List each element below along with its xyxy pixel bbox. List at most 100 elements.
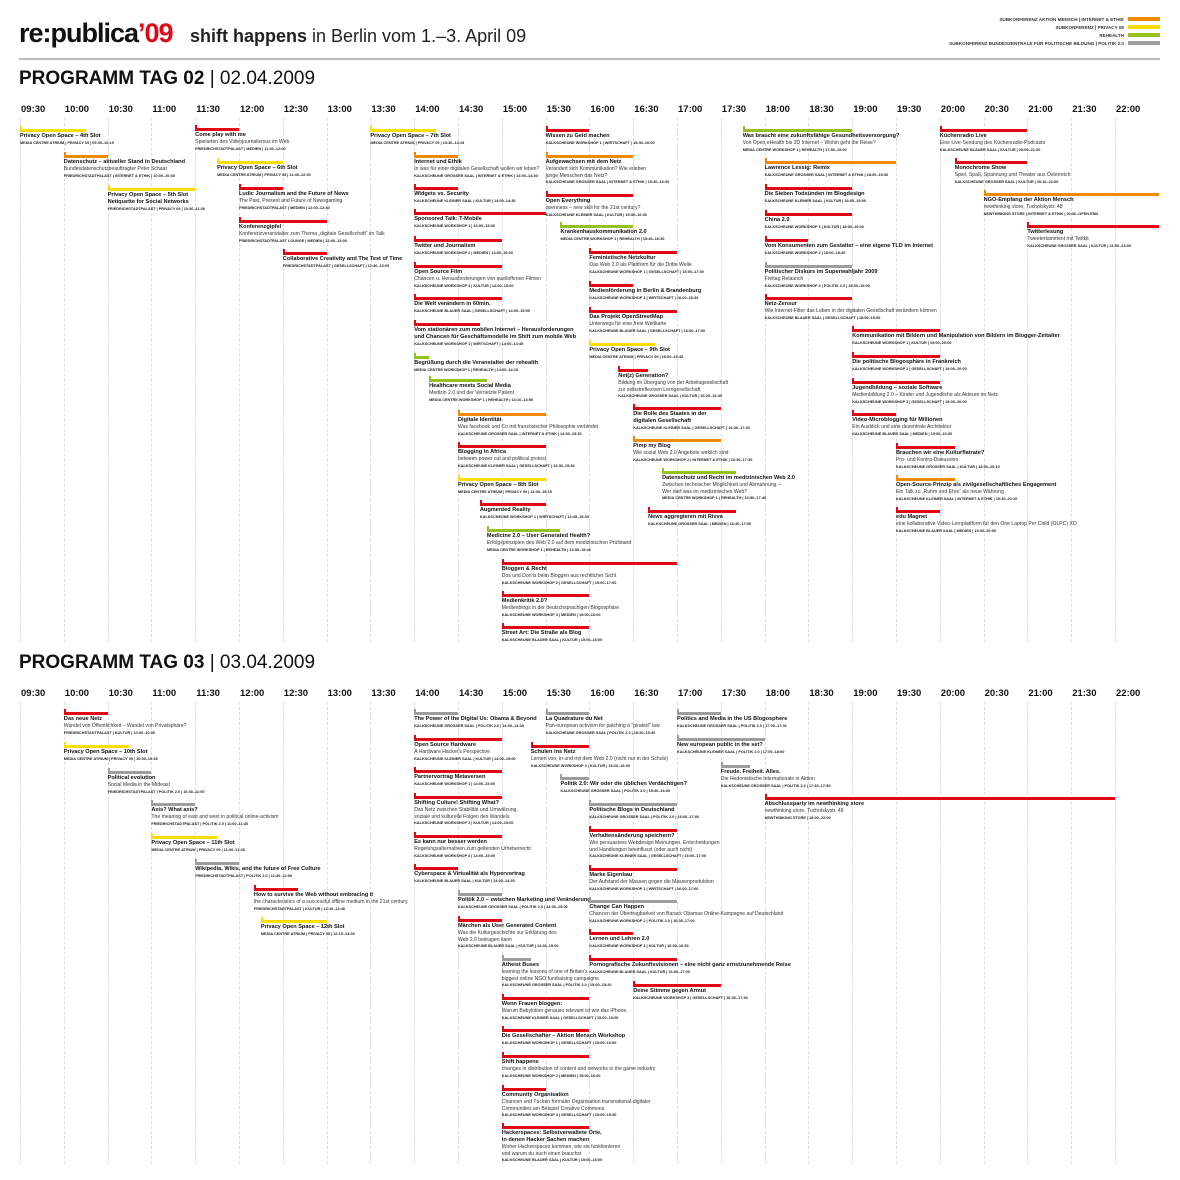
bar-start-marker bbox=[852, 410, 855, 416]
session[interactable]: Kommunikation mit Bildern und Manipulati… bbox=[852, 326, 1060, 346]
session[interactable]: Begrüßung durch die Veranstalter der reh… bbox=[414, 353, 538, 373]
session[interactable]: Privacy Open Space – 4th Slot MEDIA CENTR… bbox=[20, 126, 114, 146]
session[interactable]: Privacy Open Space – 7th Slot MEDIA CENTR… bbox=[370, 126, 464, 146]
session[interactable]: Politik 2.0: Wir oder die üblichen Verdä… bbox=[560, 774, 687, 794]
session[interactable]: Vom stationären zum mobilen Internet – H… bbox=[414, 320, 576, 347]
session[interactable]: Konferenzgipfel Konferenzveranstalter zum… bbox=[239, 217, 385, 244]
session[interactable]: Die Rolle des Staates in der digitalen G… bbox=[633, 404, 750, 431]
session[interactable]: Monochrome Show Spiel, Spaß, Spannung und… bbox=[954, 158, 1070, 185]
session[interactable]: Datenschutz – aktueller Stand in Deutsch… bbox=[63, 152, 185, 179]
session[interactable]: Community Organisation Chancen und Tücken… bbox=[501, 1085, 651, 1118]
session[interactable]: Medicine 2.0 – User Generated Health? Erf… bbox=[486, 526, 631, 553]
session[interactable]: Lawrence Lessig: Remix KALKSCHEUNE GROSSE… bbox=[764, 158, 896, 178]
session[interactable]: La Quadrature du Net Pan-european activis… bbox=[545, 709, 660, 736]
session[interactable]: Video-Microblogging für Millionen Ein Aus… bbox=[852, 410, 952, 437]
session[interactable]: Die Gesellschafter – Aktion Mensch Works… bbox=[501, 1026, 625, 1046]
session[interactable]: Privacy Open Space – 6th Slot MEDIA CENTR… bbox=[217, 158, 311, 178]
session[interactable]: edu Magnet eine kollaborative Video-Lernp… bbox=[896, 507, 1077, 534]
session[interactable]: Digitale Identität Was facebook und Co mi… bbox=[458, 410, 598, 437]
session[interactable]: Pimp my Blog Wie sozial Web 2.0 Angebote … bbox=[633, 436, 752, 463]
session[interactable]: Politik 2.0 – zwischen Marketing und Ver… bbox=[458, 890, 591, 910]
session[interactable]: Open-Source-Prinzip als zivilgesellschaf… bbox=[896, 475, 1056, 502]
session[interactable]: Augmented Reality KALKSCHEUNE WORKSHOP 1 … bbox=[479, 500, 589, 520]
time-label: 12:30 bbox=[283, 104, 309, 115]
session[interactable]: Shifting Culture! Shifting What? Das Netz… bbox=[414, 793, 518, 826]
session[interactable]: Schulen ins Netz Lernen von, in und mit d… bbox=[530, 742, 668, 769]
session[interactable]: Küchenradio Live Eine Live-Sendung des Kü… bbox=[939, 126, 1045, 153]
session[interactable]: Medienförderung in Berlin & Brandenburg K… bbox=[589, 281, 701, 301]
session[interactable]: Cyberspace & Virtualität als Hypervortra… bbox=[414, 864, 525, 884]
session[interactable]: China 2.0 KALKSCHEUNE WORKSHOP 1 | KULTUR… bbox=[764, 210, 864, 230]
session[interactable]: Netz-Zensur Wie Internet-Filter das Leben… bbox=[764, 294, 937, 321]
session[interactable]: Die politische Blogosphäre in Frankreich… bbox=[852, 352, 967, 372]
session[interactable]: Internet und Ethik In was für einer digit… bbox=[414, 152, 539, 179]
session[interactable]: Widgets vs. Security KALKSCHEUNE KLEINER … bbox=[414, 184, 516, 204]
time-label: 13:30 bbox=[371, 688, 396, 699]
session[interactable]: Net(z) Generation? Bildung im Übergang vo… bbox=[618, 366, 728, 399]
session[interactable]: Was braucht eine zukunftsfähige Gesundhe… bbox=[742, 126, 899, 153]
session[interactable]: Die Welt verändern in 60min. KALKSCHEUNE … bbox=[414, 294, 530, 314]
session[interactable]: Privacy Open Space – 5th Slot Netiquette… bbox=[107, 185, 205, 212]
session[interactable]: Privacy Open Space – 9th Slot MEDIA CENTR… bbox=[589, 340, 683, 360]
session[interactable]: Open Source Film Chancen u. Herausforderu… bbox=[414, 262, 541, 289]
session[interactable]: Medienkritik 2.0? Medienblogs in der deut… bbox=[501, 591, 619, 618]
session[interactable]: Das Projekt OpenStreetMap Unterwegs für e… bbox=[589, 307, 705, 334]
session[interactable]: Lernen und Lehren 2.0 KALKSCHEUNE WORKSHO… bbox=[589, 929, 689, 949]
session[interactable]: The Power of the Digital Us: Obama & Bey… bbox=[414, 709, 537, 729]
session[interactable]: Healthcare meets Social Media Medizin 2.0… bbox=[429, 376, 533, 403]
session[interactable]: Atheist Buses learning the lessons of one… bbox=[501, 955, 611, 988]
session[interactable]: Wikipedia, Wikis, and the future of Free… bbox=[195, 859, 321, 879]
session[interactable]: Hackerspaces: Selbstverwaltete Orte, in … bbox=[501, 1123, 620, 1163]
session[interactable]: Blogging in Africa between power cut and … bbox=[458, 442, 575, 469]
session[interactable]: Come play with me Spielarten des Videojou… bbox=[195, 125, 289, 152]
session[interactable]: Wenn Frauen bloggen: Warum Babylotion gen… bbox=[501, 994, 628, 1021]
session[interactable]: Jugendbildung – soziale Software Medienbi… bbox=[852, 378, 998, 405]
session[interactable]: Shift happens changes in distribution of … bbox=[501, 1052, 655, 1079]
session[interactable]: NGO-Empfang der Aktion Mensch newthinking… bbox=[983, 190, 1159, 217]
session[interactable]: Vom Konsumenten zum Gestalter – eine eig… bbox=[764, 236, 933, 256]
session[interactable]: Political evolution Social Media in the M… bbox=[107, 768, 205, 795]
bar-line bbox=[589, 803, 677, 806]
session[interactable]: Wissen zu Geld machen KALKSCHEUNE WORKSHO… bbox=[545, 126, 655, 146]
session[interactable]: Bloggen & Recht Dos und Don'ts beim Blogg… bbox=[501, 559, 677, 586]
session[interactable]: Abschlussparty im newthinking store newth… bbox=[764, 794, 1115, 821]
session[interactable]: Deine Stimme gegen Armut KALKSCHEUNE WORK… bbox=[633, 981, 748, 1001]
session[interactable]: New european public in the set? KALKSCHEU… bbox=[677, 735, 784, 755]
session[interactable]: Twitter und Journalism KALKSCHEUNE WORKSH… bbox=[414, 236, 513, 256]
session[interactable]: Street Art: Die Straße als Blog KALKSCHEU… bbox=[501, 623, 602, 643]
session[interactable]: Pornografische Zukunftsvisionen – eine n… bbox=[589, 955, 791, 975]
session[interactable]: Krankenhauskommunikation 2.0 MEDIA CENTRE… bbox=[560, 222, 664, 242]
session[interactable]: Verhaltensänderung speichern? Wie persuas… bbox=[589, 826, 720, 859]
session[interactable]: Privacy Open Space – 12th Slot MEDIA CENT… bbox=[260, 917, 355, 937]
time-label: 10:30 bbox=[108, 104, 133, 115]
session[interactable]: Ludic Journalism and the Future of News T… bbox=[239, 184, 349, 211]
session[interactable]: Sponsored Talk: T-Mobile KALKSCHEUNE WORK… bbox=[414, 209, 546, 229]
session[interactable]: Axis? What axis? The meaning of east and … bbox=[151, 800, 279, 827]
session[interactable]: Privacy Open Space – 8th Slot MEDIA CENTR… bbox=[458, 475, 552, 495]
session[interactable]: Open Everything openness – new skill for … bbox=[545, 191, 647, 218]
bar-line bbox=[63, 745, 130, 748]
session[interactable]: Politischer Diskurs im Superwahljahr 200… bbox=[764, 262, 877, 289]
session[interactable]: Märchen als User Generated Content Was di… bbox=[458, 916, 559, 949]
session-subtitle: Wie sozial Web 2.0 Angebote wirklich sin… bbox=[633, 450, 729, 456]
session[interactable]: Privacy Open Space – 10th Slot MEDIA CENT… bbox=[63, 742, 158, 762]
session[interactable]: Freude. Freiheit. Alles. Die Hedonistisch… bbox=[720, 762, 830, 789]
session[interactable]: News aggregieren mit Rivva KALKSCHEUNE GR… bbox=[648, 507, 751, 527]
session[interactable]: Es kann nur besser werden Regelungsaltern… bbox=[414, 832, 531, 859]
session[interactable]: Das neue Netz Wandel von Öffentlichkeit –… bbox=[63, 709, 187, 736]
session[interactable]: Feministische Netzkultur Das Web 2.0 als … bbox=[589, 248, 704, 275]
session[interactable]: Change Can Happen Chancen der Übertragbar… bbox=[589, 897, 783, 924]
session[interactable]: How to survive the Web without embracing… bbox=[253, 885, 409, 912]
session[interactable]: Collaborative Creativity and The Test of… bbox=[282, 249, 402, 269]
session[interactable]: Open Source Hardware A Hardware Hacker's … bbox=[414, 735, 516, 762]
session[interactable]: Politics and Media in the US Blogosphere… bbox=[677, 709, 787, 729]
session[interactable]: Aufgewachsen mit dem Netz Verändert sich … bbox=[545, 152, 669, 185]
session[interactable]: Politische Blogs in Deutschland KALKSCHEU… bbox=[589, 800, 699, 820]
session[interactable]: Partnervortrag Metaversen KALKSCHEUNE WOR… bbox=[414, 767, 502, 787]
session[interactable]: Die Sieben Todsünden im Blogdesign KALKSC… bbox=[764, 184, 866, 204]
session[interactable]: Marke Eigenbau Der Aufstand der Massen ge… bbox=[589, 865, 714, 892]
session[interactable]: Twitterlesung Tweetertainment mit Twitkit… bbox=[1027, 222, 1159, 249]
session[interactable]: Brauchen wir eine Kulturflatrate? Pro- un… bbox=[896, 443, 1000, 470]
session[interactable]: Privacy Open Space – 11th Slot MEDIA CENT… bbox=[151, 833, 245, 853]
session[interactable]: Datenschutz und Recht im medizinischen W… bbox=[662, 468, 795, 501]
